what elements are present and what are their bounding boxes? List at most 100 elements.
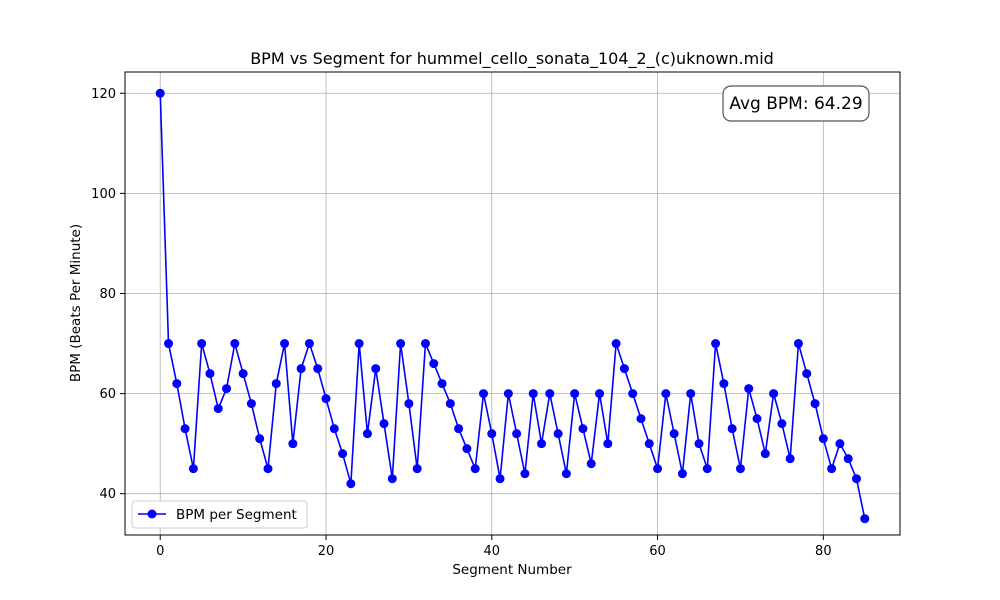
data-point xyxy=(495,474,505,484)
series-line xyxy=(159,93,866,519)
legend-marker-swatch xyxy=(147,509,157,519)
data-point xyxy=(752,414,762,424)
data-point xyxy=(429,359,439,369)
data-point xyxy=(346,479,356,489)
data-point xyxy=(155,88,165,98)
data-point xyxy=(445,399,455,409)
data-point xyxy=(271,379,281,389)
y-axis-ticks: 40 60 80 100 120 xyxy=(91,87,125,502)
data-point xyxy=(222,384,232,394)
data-point xyxy=(205,369,215,379)
data-point xyxy=(727,424,737,434)
data-point xyxy=(296,364,306,374)
data-point xyxy=(777,419,787,429)
data-point xyxy=(735,464,745,474)
data-point xyxy=(396,339,406,349)
y-tick-label: 60 xyxy=(99,387,116,402)
data-point xyxy=(719,379,729,389)
data-point xyxy=(545,389,555,399)
data-point xyxy=(603,439,613,449)
data-point xyxy=(586,459,596,469)
data-point xyxy=(338,449,348,459)
series-bpm-per-segment xyxy=(155,88,870,524)
data-point xyxy=(313,364,323,374)
data-point xyxy=(387,474,397,484)
data-point xyxy=(379,419,389,429)
chart-title: BPM vs Segment for hummel_cello_sonata_1… xyxy=(250,49,774,69)
data-point xyxy=(280,339,290,349)
data-point xyxy=(512,429,522,439)
plot-frame xyxy=(124,71,901,536)
data-point xyxy=(595,389,605,399)
data-point xyxy=(636,414,646,424)
data-point xyxy=(851,474,861,484)
data-point xyxy=(785,454,795,464)
data-point xyxy=(553,429,563,439)
y-tick-label: 120 xyxy=(91,87,116,102)
data-point xyxy=(578,424,588,434)
avg-bpm-box xyxy=(722,85,870,122)
data-point xyxy=(860,514,870,524)
data-point xyxy=(180,424,190,434)
data-point xyxy=(760,449,770,459)
data-point xyxy=(769,389,779,399)
x-axis-title: Segment Number xyxy=(452,562,572,578)
data-point xyxy=(686,389,696,399)
legend: BPM per Segment xyxy=(131,500,308,529)
data-point xyxy=(213,404,223,414)
data-point xyxy=(329,424,339,434)
data-point xyxy=(487,429,497,439)
x-tick-label: 80 xyxy=(815,544,832,559)
data-point xyxy=(669,429,679,439)
data-point xyxy=(661,389,671,399)
data-point xyxy=(561,469,571,479)
data-point xyxy=(172,379,182,389)
x-axis-ticks: 0 20 40 60 80 xyxy=(156,535,832,559)
data-point xyxy=(702,464,712,474)
data-point xyxy=(628,389,638,399)
data-point xyxy=(611,339,621,349)
data-point xyxy=(744,384,754,394)
data-point xyxy=(412,464,422,474)
data-point xyxy=(677,469,687,479)
data-point xyxy=(371,364,381,374)
data-point xyxy=(802,369,812,379)
data-point xyxy=(404,399,414,409)
legend-box xyxy=(131,500,308,529)
data-point xyxy=(188,464,198,474)
legend-label: BPM per Segment xyxy=(176,507,297,523)
data-point xyxy=(478,389,488,399)
data-point xyxy=(362,429,372,439)
data-point xyxy=(570,389,580,399)
data-point xyxy=(420,339,430,349)
data-point xyxy=(288,439,298,449)
data-point xyxy=(843,454,853,464)
data-point xyxy=(503,389,513,399)
data-point xyxy=(246,399,256,409)
x-tick-label: 20 xyxy=(318,544,335,559)
x-tick-label: 0 xyxy=(156,544,164,559)
data-point xyxy=(454,424,464,434)
x-tick-label: 60 xyxy=(649,544,666,559)
data-point xyxy=(255,434,265,444)
data-point xyxy=(537,439,547,449)
data-point xyxy=(230,339,240,349)
data-point xyxy=(520,469,530,479)
data-point xyxy=(711,339,721,349)
data-point xyxy=(462,444,472,454)
data-point xyxy=(818,434,828,444)
data-point xyxy=(164,339,174,349)
data-point xyxy=(304,339,314,349)
data-point xyxy=(197,339,207,349)
data-point xyxy=(619,364,629,374)
data-point xyxy=(437,379,447,389)
y-axis-title: BPM (Beats Per Minute) xyxy=(68,224,84,382)
data-point xyxy=(694,439,704,449)
avg-bpm-annotation: Avg BPM: 64.29 xyxy=(722,85,870,122)
data-point xyxy=(835,439,845,449)
x-tick-label: 40 xyxy=(484,544,501,559)
data-point xyxy=(810,399,820,409)
data-point xyxy=(644,439,654,449)
data-point xyxy=(470,464,480,474)
